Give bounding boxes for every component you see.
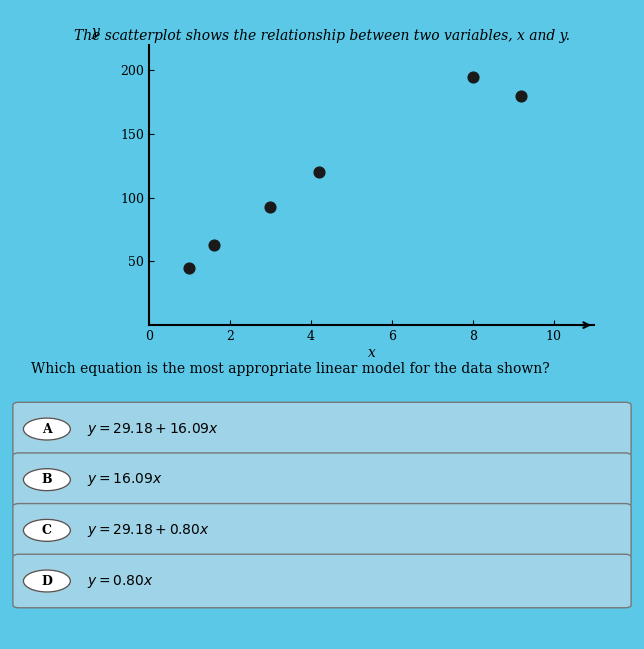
- Circle shape: [23, 570, 70, 592]
- Text: $y = 16.09x$: $y = 16.09x$: [87, 471, 163, 488]
- Circle shape: [23, 418, 70, 440]
- Circle shape: [23, 469, 70, 491]
- Text: $y = 0.80x$: $y = 0.80x$: [87, 572, 153, 589]
- Text: Which equation is the most appropriate linear model for the data shown?: Which equation is the most appropriate l…: [32, 361, 550, 376]
- FancyBboxPatch shape: [13, 504, 631, 557]
- Text: A: A: [42, 422, 52, 435]
- Text: B: B: [42, 473, 52, 486]
- Circle shape: [23, 519, 70, 541]
- FancyBboxPatch shape: [13, 453, 631, 506]
- Text: $y = 29.18 + 0.80x$: $y = 29.18 + 0.80x$: [87, 522, 210, 539]
- Text: $y = 29.18 + 16.09x$: $y = 29.18 + 16.09x$: [87, 421, 219, 437]
- FancyBboxPatch shape: [13, 402, 631, 456]
- Text: The scatterplot shows the relationship between two variables, x and y.: The scatterplot shows the relationship b…: [74, 29, 570, 43]
- Text: C: C: [42, 524, 52, 537]
- FancyBboxPatch shape: [13, 554, 631, 607]
- Text: D: D: [41, 574, 52, 587]
